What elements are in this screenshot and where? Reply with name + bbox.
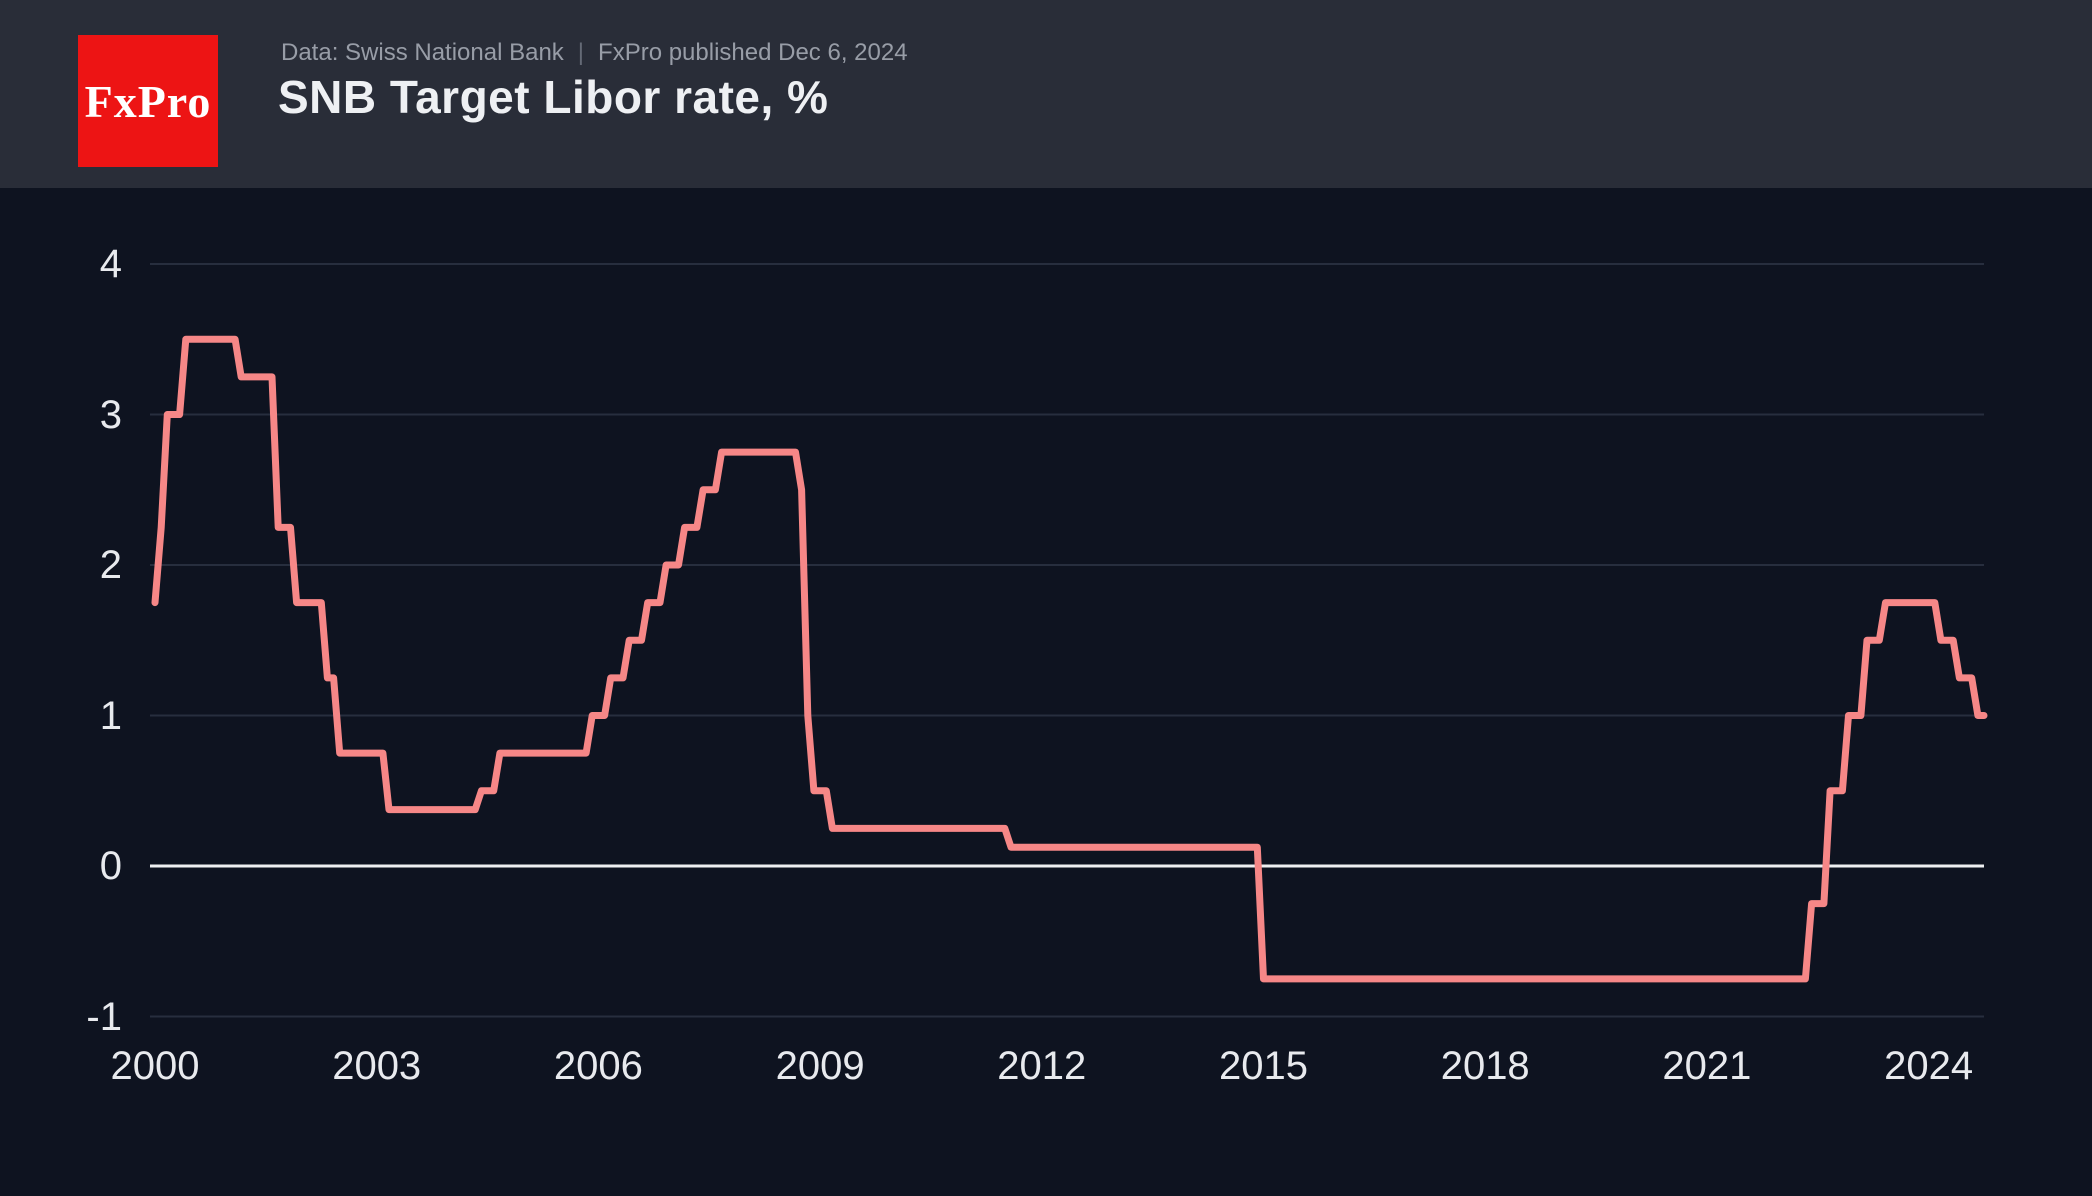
x-tick-label: 2015 bbox=[1219, 1044, 1308, 1088]
y-tick-label: 3 bbox=[99, 392, 122, 437]
separator: | bbox=[577, 39, 585, 66]
y-tick-label: 1 bbox=[99, 693, 122, 738]
x-tick-label: 2009 bbox=[775, 1044, 865, 1088]
published-text: FxPro published Dec 6, 2024 bbox=[598, 39, 908, 66]
y-tick-label: 0 bbox=[99, 844, 122, 888]
x-tick-label: 2012 bbox=[997, 1044, 1087, 1088]
source-line: Data: Swiss National Bank | FxPro publishe… bbox=[281, 36, 908, 70]
x-tick-label: 2006 bbox=[553, 1044, 643, 1088]
rate-line bbox=[151, 335, 1988, 983]
x-tick-label: 2003 bbox=[332, 1044, 422, 1088]
source-text: Data: Swiss National Bank bbox=[281, 39, 564, 66]
header: FxPro Data: Swiss National Bank | FxPro pu… bbox=[0, 0, 2092, 188]
fxpro-logo: FxPro bbox=[78, 35, 218, 167]
chart-title: SNB Target Libor rate, % bbox=[278, 71, 829, 123]
gridlines bbox=[150, 263, 1984, 1018]
x-tick-label: 2000 bbox=[110, 1044, 200, 1088]
y-tick-label: 2 bbox=[99, 543, 122, 587]
x-tick-label: 2018 bbox=[1440, 1044, 1530, 1088]
x-tick-label: 2024 bbox=[1884, 1044, 1974, 1088]
y-tick-label: 4 bbox=[99, 242, 122, 286]
x-tick-label: 2021 bbox=[1662, 1044, 1752, 1088]
fxpro-logo-text: FxPro bbox=[84, 75, 212, 127]
y-tick-label: -1 bbox=[86, 994, 122, 1039]
